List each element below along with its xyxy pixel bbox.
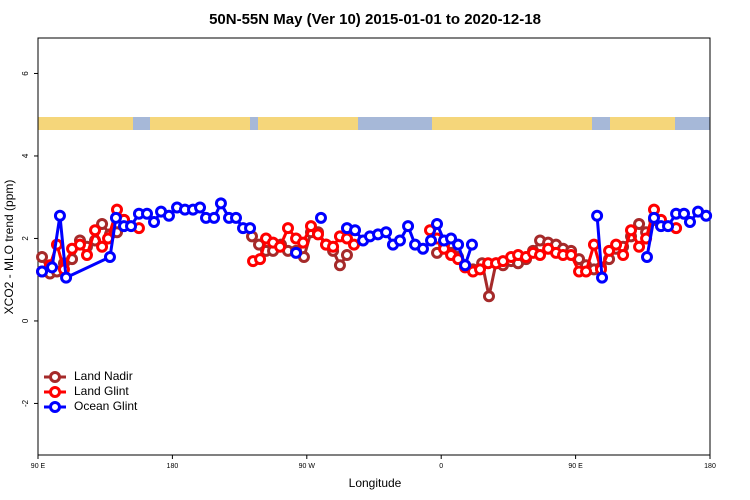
data-point — [610, 238, 623, 251]
data-point — [46, 261, 59, 274]
x-axis-label: Longitude — [349, 476, 402, 490]
data-point — [340, 248, 353, 261]
data-point — [162, 209, 175, 222]
data-point — [640, 251, 653, 264]
x-tick-label: 90 E — [31, 463, 46, 470]
data-point — [459, 259, 472, 272]
data-point — [683, 215, 696, 228]
data-point — [633, 218, 646, 231]
data-point — [678, 207, 691, 220]
y-tick-label: 6 — [21, 71, 30, 76]
data-point — [565, 248, 578, 261]
data-point — [281, 222, 294, 235]
data-point — [80, 248, 93, 261]
land-band — [610, 117, 675, 130]
data-point — [96, 240, 109, 253]
data-point — [36, 251, 49, 264]
data-point — [603, 244, 616, 257]
data-point — [482, 290, 495, 303]
data-point — [596, 271, 609, 284]
data-point — [445, 232, 458, 245]
legend-label: Land Nadir — [74, 369, 133, 383]
data-point — [700, 209, 713, 222]
data-point — [431, 218, 444, 231]
data-point — [465, 238, 478, 251]
data-point — [349, 224, 362, 237]
data-point — [580, 265, 593, 278]
data-point — [36, 265, 49, 278]
data-point — [214, 197, 227, 210]
data-point — [662, 220, 675, 233]
data-point — [89, 224, 102, 237]
data-point — [648, 211, 660, 224]
data-point — [591, 209, 604, 222]
data-point — [254, 253, 267, 266]
legend-marker — [49, 371, 61, 383]
data-point — [244, 222, 257, 235]
x-tick-label: 180 — [704, 463, 716, 470]
data-point — [314, 211, 327, 224]
data-point — [452, 238, 465, 251]
data-point — [633, 240, 646, 253]
data-point — [327, 240, 340, 253]
data-point — [312, 228, 324, 241]
data-point — [333, 259, 346, 272]
legend-marker — [49, 401, 61, 413]
land-band — [150, 117, 250, 130]
data-point — [534, 248, 547, 261]
data-point — [194, 201, 207, 214]
legend-label: Land Glint — [74, 384, 129, 398]
data-point — [73, 238, 86, 251]
data-point — [474, 263, 487, 276]
data-point — [625, 224, 638, 237]
plot-frame — [37, 37, 711, 456]
y-axis-label: XCO2 - MLO trend (ppm) — [2, 180, 16, 315]
data-point — [304, 220, 317, 233]
x-tick-label: 0 — [439, 463, 443, 470]
data-point — [416, 242, 429, 255]
data-point — [60, 271, 73, 284]
land-band — [38, 117, 133, 130]
land-band — [432, 117, 592, 130]
x-tick-label: 90 E — [568, 463, 583, 470]
land-mask-strip — [38, 117, 710, 130]
data-point — [96, 218, 109, 231]
y-tick-label: -2 — [21, 399, 30, 407]
chart-title: 50N-55N May (Ver 10) 2015-01-01 to 2020-… — [209, 11, 541, 28]
data-point — [53, 209, 66, 222]
y-tick-label: 4 — [21, 153, 30, 158]
data-point — [380, 226, 393, 239]
data-point — [103, 251, 116, 264]
data-point — [141, 207, 154, 220]
data-point — [347, 238, 360, 251]
data-point — [148, 215, 161, 228]
data-point — [402, 220, 415, 233]
data-point — [208, 211, 221, 224]
data-point — [109, 211, 122, 224]
legend-marker — [49, 386, 61, 398]
ocean-band — [38, 117, 710, 130]
data-point — [425, 234, 438, 247]
data-point — [290, 246, 303, 259]
data-point — [274, 240, 287, 253]
data-point — [297, 236, 310, 249]
y-tick-label: 2 — [21, 236, 30, 241]
y-tick-label: 0 — [21, 318, 30, 323]
legend-label: Ocean Glint — [74, 399, 138, 413]
data-point — [393, 234, 406, 247]
data-point — [230, 211, 243, 224]
land-band — [258, 117, 358, 130]
x-tick-label: 90 W — [299, 463, 316, 470]
x-tick-label: 180 — [167, 463, 179, 470]
data-point — [587, 238, 600, 251]
data-point — [617, 248, 630, 261]
data-point — [125, 220, 138, 233]
